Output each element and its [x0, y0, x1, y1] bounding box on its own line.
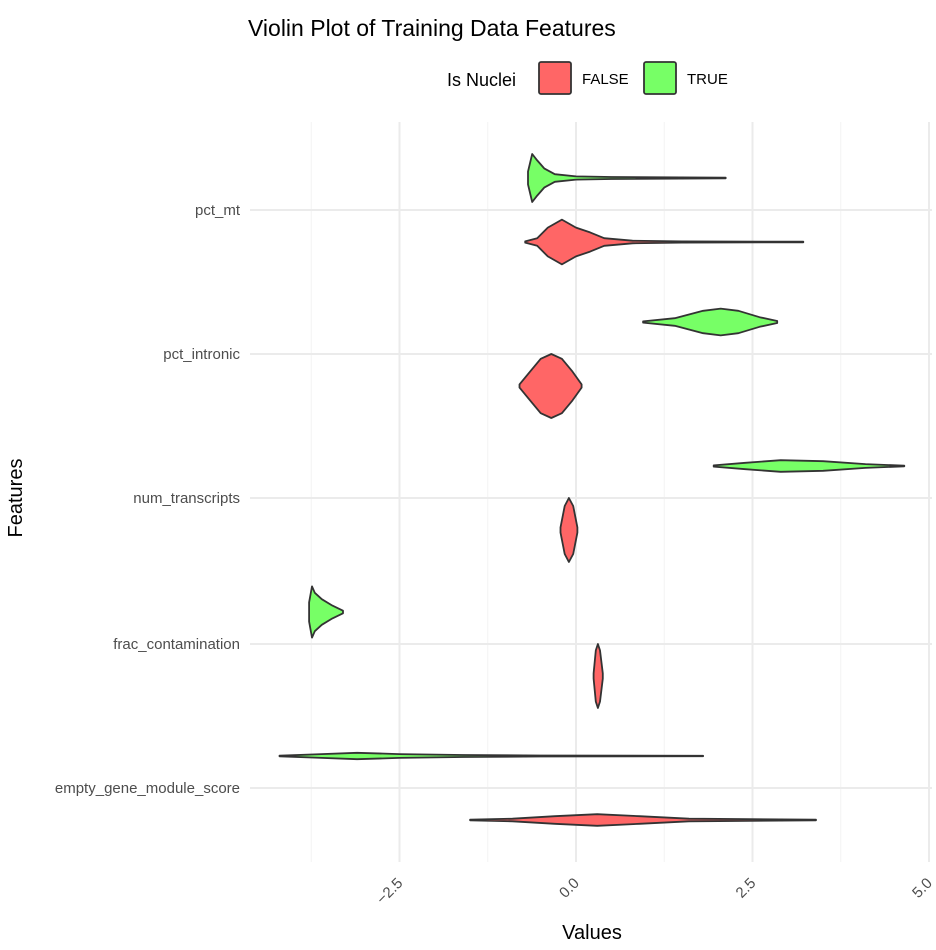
violin-true-frac-contamination — [308, 585, 344, 639]
violin-false-pct-mt — [524, 218, 805, 266]
legend-swatch-false — [538, 61, 572, 95]
y-tick-label: frac_contamination — [113, 636, 240, 653]
x-axis-title: Values — [562, 922, 622, 944]
violin-true-pct-mt — [527, 153, 727, 203]
legend-label-false: FALSE — [582, 71, 629, 88]
chart-title: Violin Plot of Training Data Features — [248, 15, 616, 41]
violin-false-empty-gene-module-score — [469, 813, 817, 827]
x-tick-label: 0.0 — [556, 875, 583, 902]
x-tick-label: 2.5 — [733, 875, 760, 902]
violins — [278, 153, 906, 827]
violin-true-pct-intronic — [642, 307, 779, 337]
x-tick-labels: −2.5 0.0 2.5 5.0 — [373, 875, 935, 908]
x-tick-label: 5.0 — [909, 875, 936, 902]
legend-title: Is Nuclei — [447, 70, 516, 90]
y-axis-title: Features — [5, 459, 27, 538]
legend-swatch-true — [643, 61, 677, 95]
violin-false-num-transcripts — [559, 497, 579, 563]
legend: Is Nuclei FALSE TRUE — [447, 61, 728, 95]
y-tick-labels: pct_mt pct_intronic num_transcripts frac_co… — [55, 202, 241, 797]
y-tick-label: pct_mt — [195, 202, 241, 219]
y-tick-label: num_transcripts — [133, 490, 240, 507]
violin-true-num-transcripts — [712, 459, 906, 473]
violin-false-frac-contamination — [592, 643, 604, 709]
x-tick-label: −2.5 — [373, 875, 406, 908]
legend-label-true: TRUE — [687, 71, 728, 88]
y-tick-label: pct_intronic — [163, 346, 240, 363]
y-tick-label: empty_gene_module_score — [55, 780, 240, 797]
violin-false-pct-intronic — [518, 353, 583, 419]
violin-true-empty-gene-module-score — [278, 751, 704, 761]
